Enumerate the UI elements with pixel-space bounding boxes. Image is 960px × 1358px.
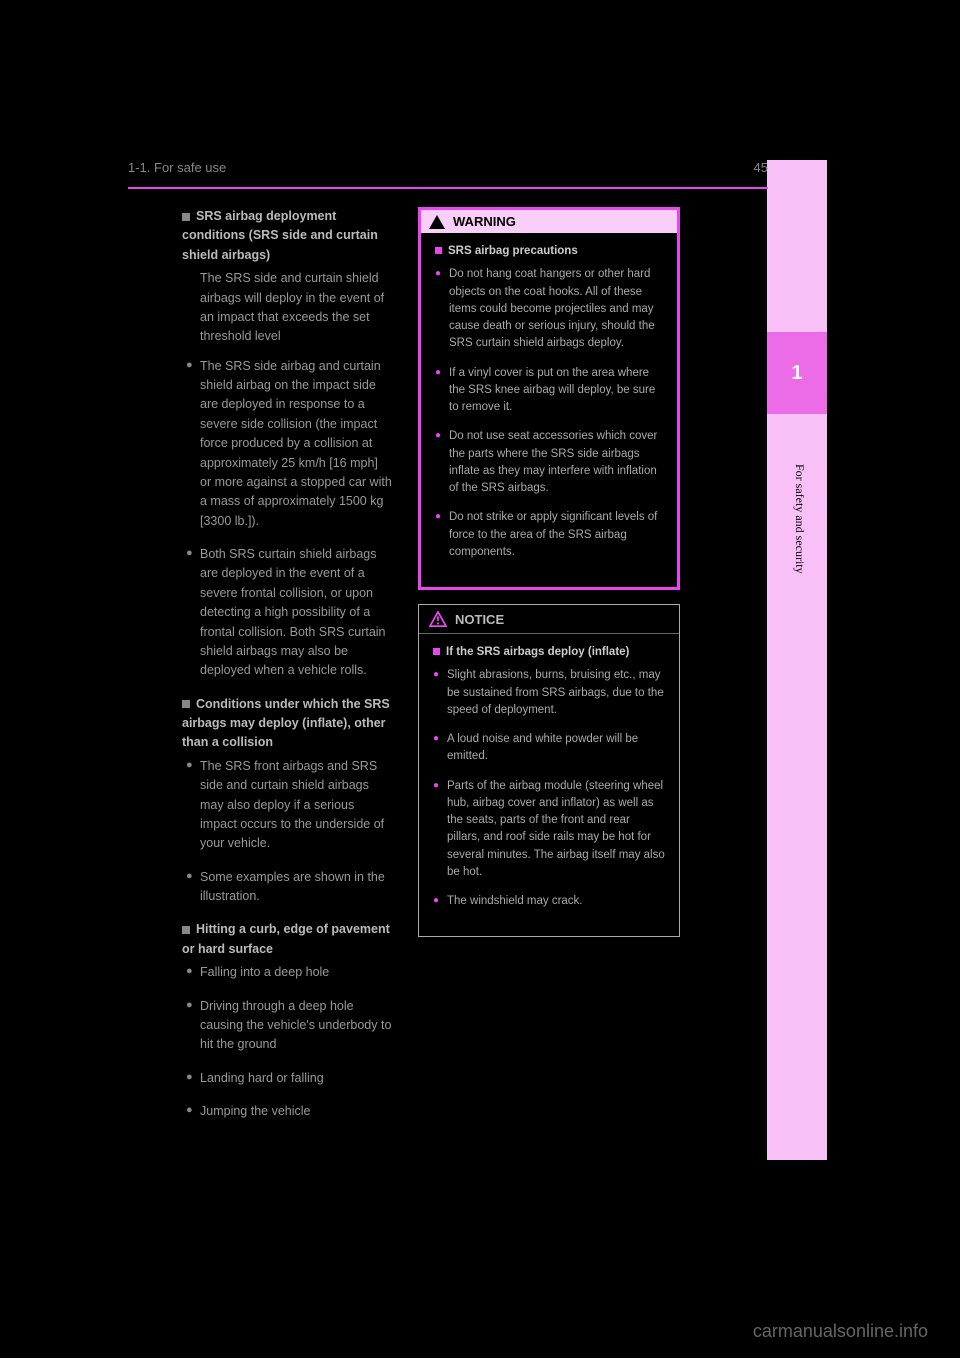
bullet-item: Jumping the vehicle: [200, 1102, 396, 1121]
chapter-label: For safety and security: [792, 464, 807, 574]
warning-triangle-icon: [429, 215, 445, 229]
warning-box: WARNING SRS airbag precautions Do not ha…: [418, 207, 680, 590]
warning-title: WARNING: [453, 214, 516, 229]
header-divider: [128, 187, 768, 189]
notice-triangle-icon: [429, 611, 447, 627]
square-bullet-icon: [182, 926, 190, 934]
notice-bullet: A loud noise and white powder will be em…: [433, 731, 665, 766]
bullet-item: Both SRS curtain shield airbags are depl…: [200, 545, 396, 681]
heading-text: SRS airbag deployment conditions (SRS si…: [182, 209, 378, 262]
chapter-tab-active: 1: [767, 332, 827, 414]
section-label: 1-1. For safe use: [128, 160, 226, 175]
heading-text: Conditions under which the SRS airbags m…: [182, 697, 390, 750]
two-column-layout: SRS airbag deployment conditions (SRS si…: [128, 207, 768, 1135]
watermark: carmanualsonline.info: [753, 1321, 928, 1342]
bullet-item: Some examples are shown in the illustrat…: [200, 868, 396, 907]
intro-text: The SRS side and curtain shield airbags …: [200, 269, 396, 347]
notice-content: If the SRS airbags deploy (inflate) Slig…: [419, 634, 679, 936]
warning-header: WARNING: [421, 210, 677, 233]
bullet-item: Landing hard or falling: [200, 1069, 396, 1088]
page-header: 1-1. For safe use 45: [128, 160, 768, 187]
left-column: SRS airbag deployment conditions (SRS si…: [128, 207, 396, 1135]
page-content: 1-1. For safe use 45 SRS airbag deployme…: [128, 160, 768, 1160]
section-heading: SRS airbag deployment conditions (SRS si…: [182, 207, 396, 265]
notice-bullet: The windshield may crack.: [433, 893, 665, 910]
notice-header: NOTICE: [419, 605, 679, 634]
notice-heading: If the SRS airbags deploy (inflate): [433, 644, 665, 661]
bullet-item: The SRS side airbag and curtain shield a…: [200, 357, 396, 531]
heading-text: Hitting a curb, edge of pavement or hard…: [182, 922, 390, 955]
square-bullet-icon: [182, 213, 190, 221]
chapter-number: 1: [791, 362, 802, 385]
bullet-item: The SRS front airbags and SRS side and c…: [200, 757, 396, 854]
bullet-item: Falling into a deep hole: [200, 963, 396, 982]
section-heading: Conditions under which the SRS airbags m…: [182, 695, 396, 753]
right-column: WARNING SRS airbag precautions Do not ha…: [418, 207, 680, 1135]
notice-bullet: Parts of the airbag module (steering whe…: [433, 778, 665, 882]
warning-bullet: Do not strike or apply significant level…: [435, 509, 663, 561]
warning-bullet: If a vinyl cover is put on the area wher…: [435, 365, 663, 417]
bullet-item: Driving through a deep hole causing the …: [200, 997, 396, 1055]
chapter-tab-strip: [767, 160, 827, 1160]
warning-content: SRS airbag precautions Do not hang coat …: [421, 233, 677, 587]
notice-bullet: Slight abrasions, burns, bruising etc., …: [433, 667, 665, 719]
square-bullet-icon: [182, 700, 190, 708]
warning-bullet: Do not hang coat hangers or other hard o…: [435, 266, 663, 352]
warning-heading: SRS airbag precautions: [435, 243, 663, 260]
notice-box: NOTICE If the SRS airbags deploy (inflat…: [418, 604, 680, 937]
section-heading: Hitting a curb, edge of pavement or hard…: [182, 920, 396, 959]
notice-title: NOTICE: [455, 612, 504, 627]
warning-bullet: Do not use seat accessories which cover …: [435, 428, 663, 497]
page-number: 45: [754, 160, 768, 175]
